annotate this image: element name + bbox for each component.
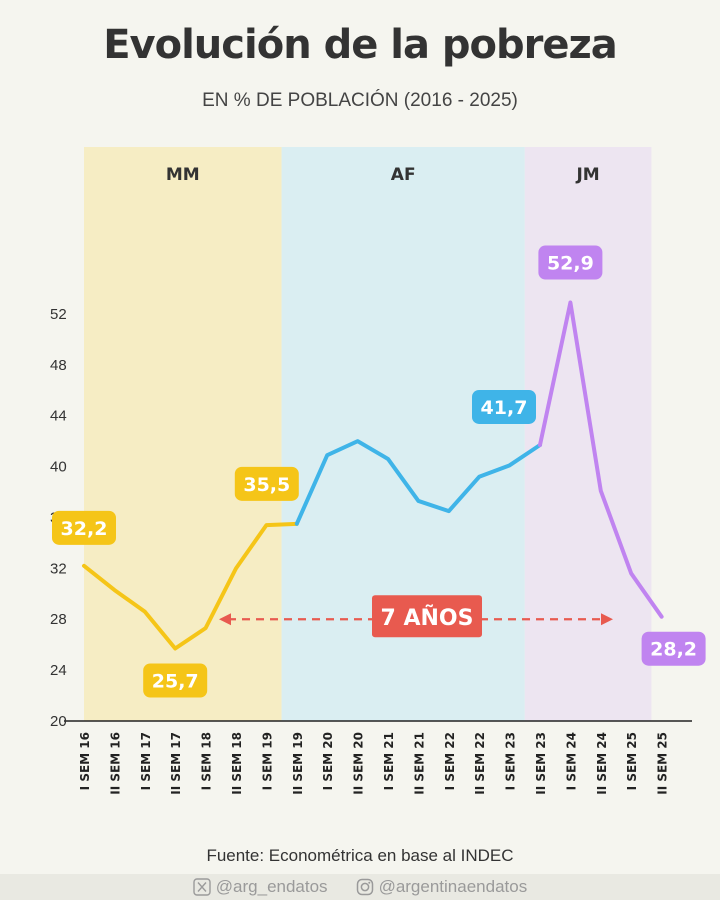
annotation-box <box>372 595 482 638</box>
x-tick-label: I SEM 23 <box>504 732 518 790</box>
annotation-arrow-left <box>219 613 231 626</box>
period-label: JM <box>575 165 599 185</box>
y-tick-label: 52 <box>50 306 67 323</box>
x-tick-label: I SEM 20 <box>321 732 335 790</box>
y-tick-label: 48 <box>50 357 67 374</box>
period-band <box>84 147 282 721</box>
annotation-arrow-right <box>601 613 613 626</box>
y-tick-label: 28 <box>50 611 67 628</box>
x-tick-label: I SEM 16 <box>78 732 92 790</box>
data-label-badge <box>538 245 603 280</box>
x-tick-label: II SEM 17 <box>169 732 183 795</box>
data-label: 32,2 <box>61 518 108 540</box>
series-line-mm <box>82 521 299 651</box>
x-tick-label: II SEM 18 <box>230 732 244 795</box>
data-label-badge <box>234 466 299 501</box>
x-tick-label: I SEM 22 <box>443 732 457 790</box>
period-label: AF <box>391 165 416 185</box>
period-band <box>524 147 652 721</box>
x-tick-label: I SEM 24 <box>564 732 578 790</box>
data-label-badge <box>641 631 706 666</box>
chart-title: Evolución de la pobreza <box>103 22 618 68</box>
data-label: 52,9 <box>547 253 594 275</box>
x-tick-label: I SEM 18 <box>200 732 214 790</box>
y-tick-label: 20 <box>50 713 67 730</box>
data-label-badge <box>52 510 116 545</box>
x-tick-label: II SEM 23 <box>534 732 548 795</box>
y-tick-label: 24 <box>50 662 67 679</box>
data-label-badge <box>472 389 536 424</box>
instagram-handle[interactable]: @argentinaendatos <box>356 877 528 897</box>
instagram-icon <box>356 878 373 896</box>
x-logo-icon <box>193 878 211 896</box>
chart-subtitle: EN % DE POBLACIÓN (2016 - 2025) <box>202 90 518 111</box>
x-tick-label: II SEM 20 <box>352 732 366 795</box>
instagram-handle-text: @argentinaendatos <box>378 877 528 896</box>
series-line-jm <box>538 300 664 619</box>
x-tick-label: I SEM 21 <box>382 732 396 790</box>
x-tick-label: I SEM 25 <box>625 732 639 790</box>
series-line-af <box>294 439 542 526</box>
y-tick-label: 40 <box>50 459 67 476</box>
x-tick-label: II SEM 22 <box>473 732 487 795</box>
annotation-label: 7 AÑOS <box>381 605 474 631</box>
x-tick-label: II SEM 19 <box>291 732 305 795</box>
data-label: 35,5 <box>243 474 290 496</box>
source-note: Fuente: Econométrica en base al INDEC <box>206 846 514 865</box>
x-handle[interactable]: @arg_endatos <box>193 877 328 897</box>
data-label: 41,7 <box>481 397 528 419</box>
y-tick-label: 44 <box>50 408 67 425</box>
x-tick-label: II SEM 25 <box>656 732 670 795</box>
data-label: 28,2 <box>650 639 697 661</box>
social-footer: @arg_endatos @argentinaendatos <box>0 874 720 900</box>
x-tick-label: II SEM 24 <box>595 732 609 795</box>
x-tick-label: I SEM 17 <box>139 732 153 790</box>
period-label: MM <box>166 165 200 185</box>
data-label: 25,7 <box>152 670 199 692</box>
x-tick-label: II SEM 16 <box>108 732 122 795</box>
y-tick-label: 32 <box>50 560 67 577</box>
x-tick-label: II SEM 21 <box>412 732 426 795</box>
x-handle-text: @arg_endatos <box>215 877 328 896</box>
data-label-badge <box>143 663 208 698</box>
x-tick-label: I SEM 19 <box>260 732 274 790</box>
